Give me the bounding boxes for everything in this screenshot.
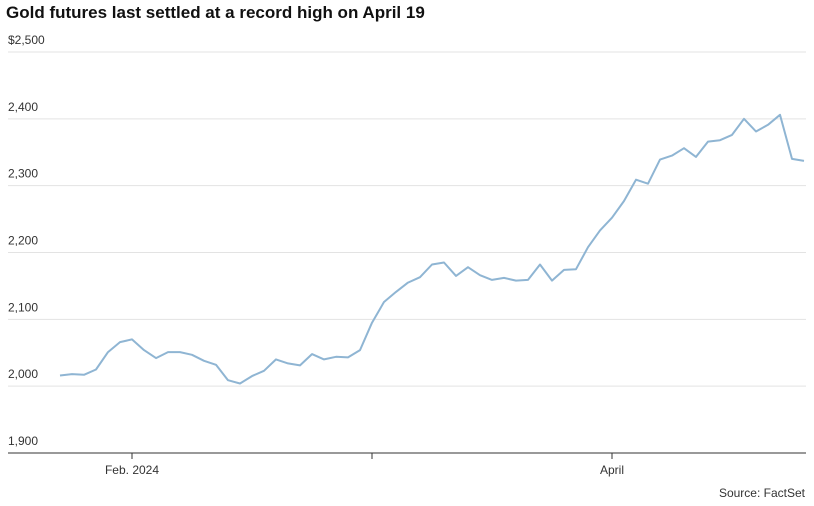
y-tick-label: 2,000: [8, 367, 38, 381]
y-tick-label: 2,400: [8, 100, 38, 114]
y-tick-label: 2,300: [8, 167, 38, 181]
source-note: Source: FactSet: [719, 486, 806, 500]
y-tick-label: 1,900: [8, 434, 38, 448]
x-tick-label: Feb. 2024: [105, 463, 159, 477]
y-tick-label: 2,200: [8, 234, 38, 248]
chart-title: Gold futures last settled at a record hi…: [6, 3, 425, 22]
y-tick-label: 2,100: [8, 300, 38, 314]
y-tick-label: $2,500: [8, 33, 45, 47]
x-tick-label: April: [600, 463, 624, 477]
price-line: [59, 113, 805, 385]
